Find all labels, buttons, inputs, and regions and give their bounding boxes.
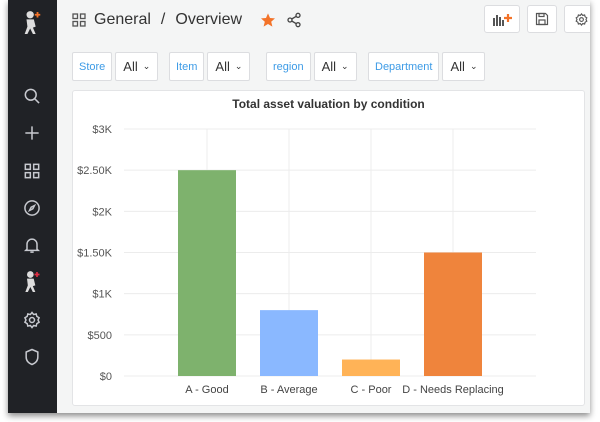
- save-icon: [535, 12, 549, 26]
- variable-item: Item All ⌄: [169, 52, 251, 81]
- variable-department: Department All ⌄: [368, 52, 486, 81]
- sidebar: [8, 0, 57, 413]
- select-value: All: [123, 59, 138, 74]
- select-value: All: [321, 59, 337, 74]
- gear-icon[interactable]: [20, 308, 44, 332]
- variable-label: Department: [368, 52, 440, 81]
- explore-compass-icon[interactable]: [20, 196, 44, 220]
- dashboards-icon[interactable]: [20, 159, 44, 183]
- bar-chart: $0 $500 $1K $1.50K $2K $2.50K $3K A - Good B - A…: [77, 124, 536, 396]
- x-tick-label: B - Average: [260, 384, 317, 396]
- bar-d-needs-replacing: [424, 252, 482, 376]
- chevron-down-icon: ⌄: [142, 61, 151, 71]
- y-tick-label: $1.50K: [77, 248, 113, 260]
- breadcrumb-folder[interactable]: General: [94, 11, 151, 28]
- star-icon[interactable]: [260, 12, 276, 28]
- dashboard-title[interactable]: Overview: [175, 11, 243, 28]
- alerting-bell-icon[interactable]: [20, 233, 44, 257]
- add-panel-icon: [493, 14, 512, 26]
- chevron-down-icon: ⌄: [469, 61, 478, 71]
- breadcrumb: General / Overview: [72, 8, 302, 32]
- chevron-down-icon: ⌄: [234, 61, 243, 71]
- item-select[interactable]: All ⌄: [207, 52, 251, 81]
- bar-a-good: [178, 170, 236, 376]
- y-tick-label: $0: [100, 371, 112, 383]
- department-select[interactable]: All ⌄: [442, 52, 486, 81]
- app-window: General / Overview Store All ⌄ Item All ⌄ …: [8, 0, 590, 413]
- shield-icon[interactable]: [20, 345, 44, 369]
- search-icon[interactable]: [20, 84, 44, 108]
- variable-label: Store: [72, 52, 113, 81]
- variable-store: Store All ⌄: [72, 52, 159, 81]
- y-tick-label: $1K: [92, 289, 112, 301]
- save-dashboard-button[interactable]: [527, 5, 557, 33]
- dashboard-settings-button[interactable]: [564, 5, 590, 33]
- breadcrumb-separator: /: [160, 11, 166, 28]
- variable-region: region All ⌄: [266, 52, 357, 81]
- bar-c-poor: [342, 359, 400, 376]
- dashboards-grid-icon: [72, 13, 86, 27]
- y-tick-label: $2.50K: [77, 165, 113, 177]
- bar-b-average: [260, 310, 318, 376]
- x-tick-label: D - Needs Replacing: [402, 384, 504, 396]
- y-tick-label: $500: [88, 330, 112, 342]
- chart-panel[interactable]: Total asset valuation by condition $0 $50…: [72, 90, 585, 406]
- chevron-down-icon: ⌄: [341, 61, 349, 71]
- logo-icon[interactable]: [20, 8, 44, 38]
- variable-label: region: [266, 52, 311, 81]
- y-tick-label: $2K: [92, 206, 112, 218]
- profile-avatar-icon[interactable]: [20, 270, 44, 294]
- gear-icon: [574, 12, 588, 26]
- x-tick-label: C - Poor: [351, 384, 392, 396]
- select-value: All: [215, 59, 230, 74]
- variable-label: Item: [169, 52, 205, 81]
- select-value: All: [450, 59, 465, 74]
- region-select[interactable]: All ⌄: [313, 52, 357, 81]
- y-tick-label: $3K: [92, 124, 112, 136]
- store-select[interactable]: All ⌄: [115, 52, 159, 81]
- plus-icon[interactable]: [20, 121, 44, 145]
- x-tick-label: A - Good: [185, 384, 228, 396]
- add-panel-button[interactable]: [484, 5, 520, 33]
- share-icon[interactable]: [286, 12, 302, 28]
- chart-title[interactable]: Total asset valuation by condition: [232, 97, 425, 111]
